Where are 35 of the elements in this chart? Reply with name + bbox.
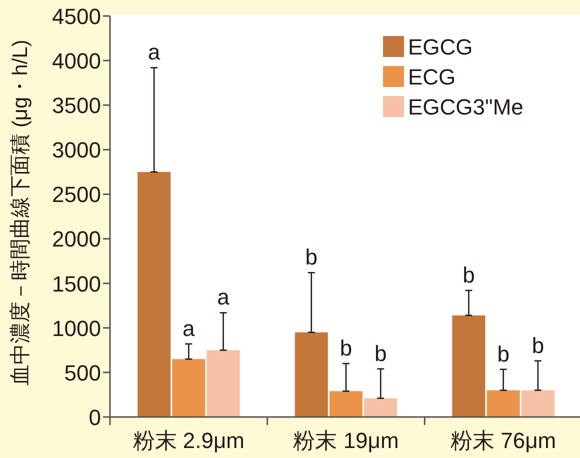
x-tick-label: 粉末 76μm <box>450 428 556 453</box>
legend-label: EGCG <box>408 34 473 60</box>
y-tick-label: 2500 <box>52 182 101 208</box>
y-axis-title: 血中濃度－時間曲線下面積 (μg・h/L) <box>9 40 32 386</box>
y-tick-label: 3000 <box>52 138 101 163</box>
bar <box>294 332 328 417</box>
x-tick-label: 粉末 19μm <box>293 428 399 453</box>
legend-label: EGCG3"Me <box>408 94 524 120</box>
y-tick-label: 3500 <box>52 93 101 118</box>
annotation: b <box>374 340 387 366</box>
y-tick-label: 4500 <box>52 4 101 29</box>
annotation: b <box>340 336 352 361</box>
y-tick-label: 4000 <box>52 48 101 74</box>
bar <box>206 350 240 417</box>
y-tick-label: 0 <box>88 404 101 430</box>
annotation: a <box>217 284 230 310</box>
y-tick-label: 1000 <box>52 316 101 341</box>
bar <box>138 172 171 417</box>
bar <box>486 390 520 417</box>
bar <box>364 398 398 417</box>
y-tick-label: 500 <box>64 360 101 386</box>
annotation: b <box>497 341 510 366</box>
annotation: b <box>462 262 475 288</box>
bar <box>521 390 554 417</box>
legend-label: ECG <box>408 64 456 90</box>
bar <box>452 315 486 417</box>
x-tick-label: 粉末 2.9μm <box>132 428 245 453</box>
bar <box>172 359 206 417</box>
annotation: b <box>305 244 318 270</box>
y-tick-label: 2000 <box>52 226 101 252</box>
annotation: a <box>182 316 196 341</box>
annotation: b <box>532 332 544 358</box>
annotation: a <box>148 40 161 65</box>
bar <box>329 391 363 417</box>
y-tick-label: 1500 <box>52 271 101 296</box>
